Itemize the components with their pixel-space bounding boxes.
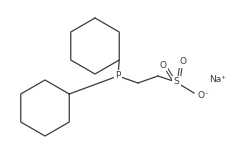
Text: Na⁺: Na⁺ [209, 75, 227, 85]
Text: S: S [173, 77, 179, 87]
Text: O: O [160, 60, 167, 70]
Text: O⁻: O⁻ [197, 91, 209, 99]
Text: P: P [115, 72, 121, 80]
Text: O: O [180, 57, 187, 67]
